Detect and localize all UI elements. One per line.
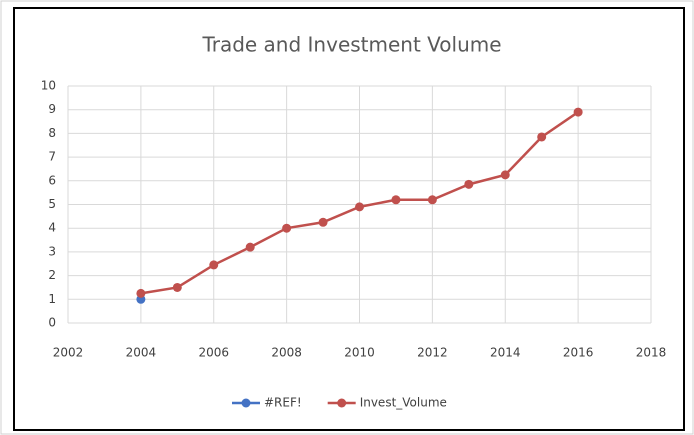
data-point (282, 223, 292, 233)
data-point (391, 195, 401, 205)
x-tick-label: 2014 (490, 346, 521, 360)
data-point (573, 107, 583, 117)
y-tick-label: 1 (48, 292, 56, 306)
legend-label: #REF! (264, 396, 302, 410)
x-tick-label: 2006 (198, 346, 229, 360)
x-tick-label: 2018 (636, 346, 667, 360)
data-point (245, 242, 255, 252)
y-tick-label: 9 (48, 102, 56, 116)
x-tick-label: 2016 (563, 346, 594, 360)
x-tick-label: 2008 (271, 346, 302, 360)
data-point (172, 282, 182, 292)
data-point (427, 195, 437, 205)
x-tick-label: 2010 (344, 346, 375, 360)
y-tick-label: 7 (48, 150, 56, 164)
chart-title: Trade and Investment Volume (201, 33, 501, 57)
y-tick-label: 2 (48, 268, 56, 282)
data-point (355, 202, 364, 212)
x-tick-label: 2012 (417, 346, 448, 360)
y-tick-label: 8 (48, 126, 56, 140)
x-tick-label: 2004 (126, 346, 157, 360)
data-point (318, 217, 328, 227)
legend-marker (337, 398, 347, 408)
y-tick-label: 4 (48, 221, 56, 235)
legend-marker (241, 398, 251, 408)
y-tick-label: 10 (41, 79, 56, 93)
chart-border (13, 7, 685, 431)
x-tick-label: 2002 (53, 346, 84, 360)
data-point (537, 132, 547, 142)
y-tick-label: 3 (48, 244, 56, 258)
data-point (136, 288, 146, 298)
legend-label: Invest_Volume (360, 396, 447, 410)
data-point (464, 179, 474, 189)
y-tick-label: 5 (48, 197, 56, 211)
y-tick-label: 0 (48, 316, 56, 330)
data-point (209, 260, 219, 270)
y-tick-label: 6 (48, 173, 56, 187)
data-point (500, 170, 510, 180)
